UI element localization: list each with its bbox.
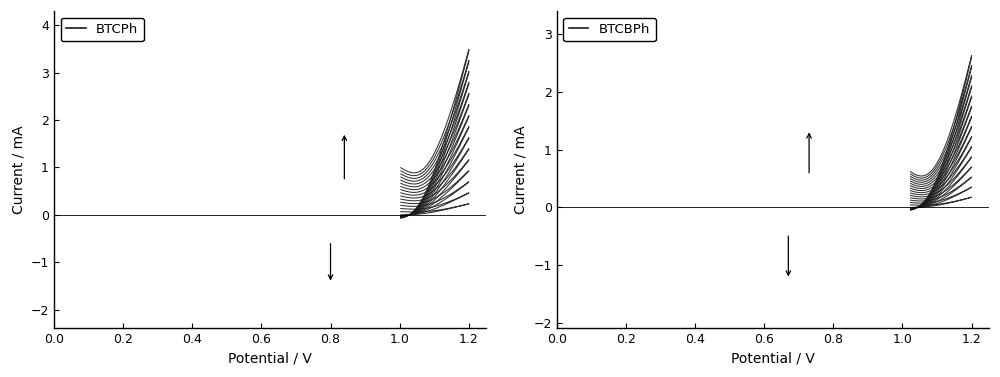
Legend: BTCPh: BTCPh: [61, 18, 144, 41]
Y-axis label: Current / mA: Current / mA: [11, 126, 25, 214]
X-axis label: Potential / V: Potential / V: [731, 352, 815, 366]
Legend: BTCBPh: BTCBPh: [563, 18, 656, 41]
Y-axis label: Current / mA: Current / mA: [514, 126, 528, 214]
X-axis label: Potential / V: Potential / V: [228, 352, 312, 366]
